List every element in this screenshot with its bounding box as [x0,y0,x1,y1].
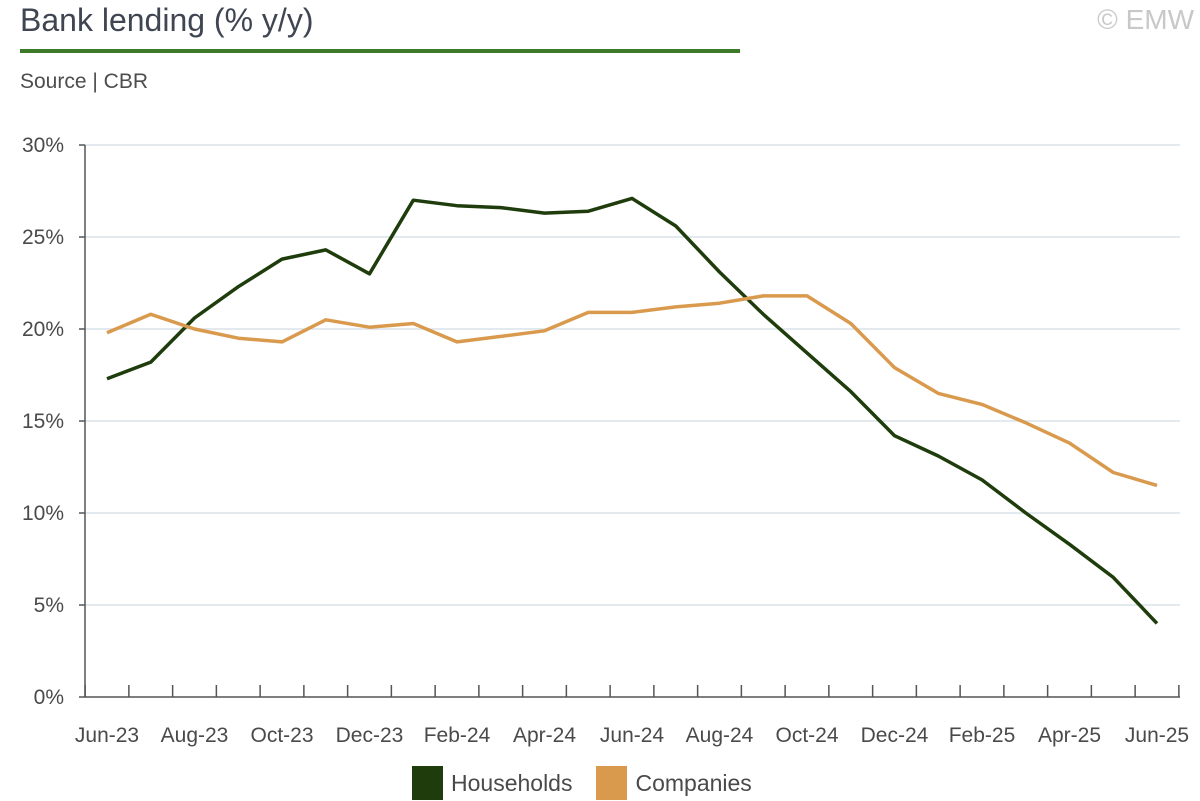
x-tick-label: Dec-24 [861,724,929,747]
x-tick-label: Jun-24 [600,724,665,747]
x-tick-label: Aug-23 [161,724,229,747]
chart-source: Source | CBR [20,70,148,93]
legend-label-companies: Companies [635,769,752,796]
x-tick-label: Feb-24 [424,724,491,747]
legend-swatch-households [412,766,443,800]
x-tick-label: Apr-25 [1038,724,1101,747]
x-tick-label: Feb-25 [949,724,1016,747]
x-tick-label: Oct-23 [250,724,313,747]
y-tick-label: 25% [22,226,64,249]
copyright-label: © EMW [1097,4,1194,35]
y-tick-label: 10% [22,502,64,525]
series-line-companies [106,294,1158,488]
x-tick-label: Jun-23 [75,724,139,747]
y-tick-label: 0% [34,686,64,709]
y-tick-label: 15% [22,410,64,433]
chart-title: Bank lending (% y/y) [20,2,314,38]
legend-swatch-companies [596,766,628,800]
title-underline [20,49,740,53]
x-tick-label: Apr-24 [513,724,576,747]
y-tick-label: 5% [34,594,64,617]
x-tick-label: Jun-25 [1125,724,1189,747]
y-tick-label: 20% [22,318,64,341]
x-tick-label: Oct-24 [775,724,838,747]
legend-item-companies: Companies [596,766,752,800]
y-tick-label: 30% [22,134,64,157]
series-line-households [106,196,1159,625]
x-tick-label: Aug-24 [686,724,754,747]
x-tick-label: Dec-23 [336,724,404,747]
legend-item-households: Households [412,766,572,800]
legend-label-households: Households [451,769,573,796]
chart-legend: Households Companies [412,765,776,801]
